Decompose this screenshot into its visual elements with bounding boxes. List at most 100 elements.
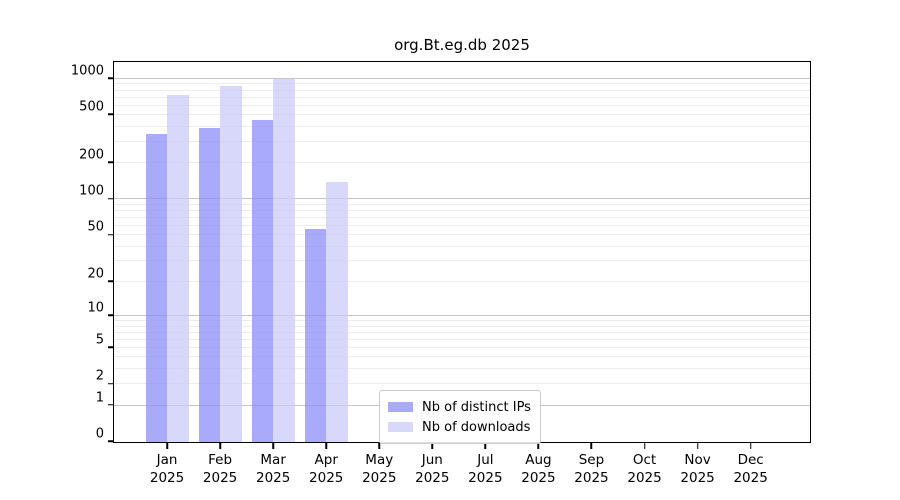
gridline-minor: [114, 331, 810, 333]
gridline-minor: [114, 89, 810, 91]
legend-item-downloads: Nb of downloads: [388, 417, 531, 437]
y-axis-tick: [108, 346, 114, 348]
gridline-minor: [114, 216, 810, 218]
gridline-minor: [114, 203, 810, 205]
x-axis-year: 2025: [574, 470, 609, 486]
x-axis-month: Oct: [632, 452, 657, 468]
gridline-minor: [114, 368, 810, 370]
x-axis-month: Dec: [737, 452, 764, 468]
x-axis-label: Jan 2025: [150, 451, 184, 487]
legend-label-distinct-ips: Nb of distinct IPs: [422, 399, 531, 415]
bar-nb-of-downloads-feb: [220, 86, 242, 442]
x-axis-month: Feb: [208, 452, 233, 468]
legend-swatch-distinct-ips: [388, 402, 413, 412]
bar-nb-of-distinct-ips-feb: [198, 128, 221, 442]
bar-nb-of-downloads-mar: [273, 78, 295, 442]
legend-swatch-downloads: [388, 422, 413, 432]
x-axis-tick: [590, 442, 593, 449]
legend-item-distinct-ips: Nb of distinct IPs: [388, 397, 531, 417]
legend: Nb of distinct IPs Nb of downloads: [379, 390, 541, 444]
gridline-minor: [114, 114, 810, 116]
y-axis-label: 0: [95, 426, 104, 442]
y-axis-tick: [108, 404, 114, 406]
x-axis-month: Jul: [477, 452, 494, 468]
x-axis-label: Oct 2025: [627, 451, 661, 487]
x-axis-label: Apr 2025: [309, 451, 343, 487]
gridline-minor: [114, 96, 810, 98]
gridline-minor: [114, 346, 810, 348]
chart-title: org.Bt.eg.db 2025: [394, 36, 530, 54]
y-axis-tick: [108, 197, 114, 200]
gridline-minor: [114, 234, 810, 236]
x-axis-label: Feb 2025: [203, 451, 237, 487]
gridline-minor: [114, 245, 810, 247]
bar-nb-of-downloads-jan: [167, 95, 189, 442]
gridline-minor: [114, 125, 810, 127]
gridline-minor: [114, 325, 810, 327]
gridline-minor: [114, 162, 810, 164]
x-axis-label: Jun 2025: [415, 451, 449, 487]
x-axis-year: 2025: [362, 470, 397, 486]
y-axis-tick: [108, 161, 114, 164]
bar-nb-of-distinct-ips-apr: [304, 228, 327, 442]
x-axis-month: Jun: [421, 452, 443, 468]
gridline-minor: [114, 338, 810, 340]
y-axis-label: 2: [95, 368, 104, 384]
x-axis-tick: [431, 442, 434, 449]
x-axis-year: 2025: [627, 470, 662, 486]
y-axis-label: 100: [79, 183, 104, 199]
x-axis-year: 2025: [733, 470, 768, 486]
gridline-minor: [114, 356, 810, 358]
x-axis-label: Sep 2025: [574, 451, 608, 487]
y-axis-label: 20: [87, 266, 104, 282]
x-axis-label: Nov 2025: [680, 451, 714, 487]
x-axis-month: Jan: [156, 452, 178, 468]
y-axis-label: 200: [79, 147, 104, 163]
gridline-major: [114, 198, 810, 200]
bar-nb-of-distinct-ips-mar: [251, 119, 274, 442]
x-axis-tick: [378, 442, 381, 449]
x-axis-month: Nov: [684, 452, 711, 468]
x-axis-tick: [696, 442, 699, 449]
x-axis-month: Aug: [525, 452, 552, 468]
gridline-minor: [114, 83, 810, 85]
y-axis-label: 1: [95, 390, 104, 406]
y-axis-tick: [108, 314, 114, 316]
bar-nb-of-distinct-ips-jan: [145, 133, 168, 442]
x-axis-tick: [749, 442, 752, 449]
x-axis-year: 2025: [680, 470, 715, 486]
x-axis-tick: [643, 442, 646, 449]
gridline-minor: [114, 209, 810, 211]
x-axis-year: 2025: [415, 470, 450, 486]
gridline-minor: [114, 260, 810, 262]
x-axis-label: Mar 2025: [256, 451, 290, 487]
x-axis-label: Jul 2025: [468, 451, 502, 487]
y-axis-label: 500: [79, 99, 104, 115]
y-axis-tick: [108, 77, 114, 79]
plot-area: 1000 500 200 100 50 20 10 5 2 1 0 Jan 2025 Feb 2025 Ma…: [71, 61, 811, 486]
y-axis-label: 50: [87, 219, 104, 235]
y-axis-tick: [108, 440, 114, 442]
y-axis-label: 1000: [70, 63, 104, 79]
x-axis-tick: [166, 442, 168, 449]
x-axis-tick: [272, 442, 274, 449]
x-axis-year: 2025: [309, 470, 344, 486]
gridline-minor: [114, 104, 810, 106]
x-axis-month: Sep: [578, 452, 605, 468]
x-axis-tick: [219, 442, 221, 449]
x-axis-year: 2025: [468, 470, 503, 486]
bar-nb-of-downloads-apr: [326, 181, 348, 442]
gridline-minor: [114, 319, 810, 321]
x-axis-tick: [484, 442, 487, 449]
y-axis-tick: [108, 382, 114, 385]
gridline-minor: [114, 140, 810, 142]
gridline-minor: [114, 383, 810, 385]
gridline-major: [114, 77, 810, 79]
x-axis-tick: [325, 442, 327, 449]
y-axis-label: 10: [87, 300, 104, 316]
gridline-minor: [114, 280, 810, 282]
y-axis-tick: [108, 233, 114, 236]
x-axis-month: Mar: [260, 452, 286, 468]
gridline-minor: [114, 224, 810, 226]
x-axis-year: 2025: [255, 470, 291, 486]
